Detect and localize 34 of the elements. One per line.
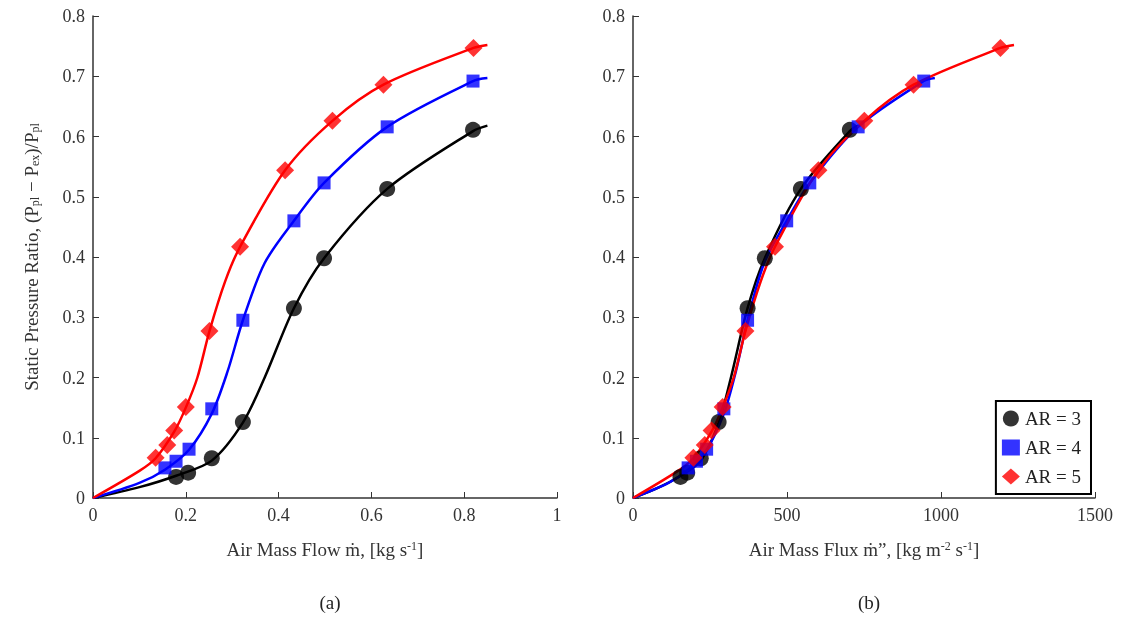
- y-tick-label: 0.1: [62, 427, 85, 448]
- x-tick-label: 0.4: [267, 505, 290, 525]
- legend-label: AR = 5: [1024, 466, 1081, 487]
- x-tick-label: 500: [773, 505, 801, 525]
- legend-label: AR = 3: [1024, 408, 1081, 429]
- y-tick-label: 0.7: [602, 66, 625, 87]
- y-tick-label: 0.2: [602, 367, 625, 388]
- y-tick-label: 0.6: [62, 126, 85, 147]
- text: (a): [319, 592, 341, 614]
- y-tick-label: 0.2: [62, 367, 85, 388]
- x-tick-label: 0.6: [360, 505, 383, 525]
- y-tick-label: 0.5: [602, 186, 625, 207]
- text: (b): [857, 592, 881, 614]
- y-tick-label: 0: [616, 488, 625, 508]
- x-tick-label: 0.2: [174, 505, 198, 525]
- y-tick-label: 0.4: [62, 247, 85, 267]
- y-tick-label: 0.1: [602, 427, 625, 448]
- y-tick-label: 0.4: [602, 247, 625, 267]
- y-tick-label: 0.3: [62, 307, 85, 328]
- x-tick-label: 1000: [923, 505, 959, 525]
- x-tick-label: 0: [88, 505, 98, 525]
- y-tick-label: 0.5: [62, 186, 85, 207]
- x-tick-label: 1500: [1077, 505, 1113, 525]
- y-axis-title: Static Pressure Ratio, (Ppl − Pex)/Ppl: [21, 122, 43, 391]
- y-tick-label: 0.7: [62, 66, 85, 87]
- x-tick-label: 0: [628, 505, 638, 525]
- y-tick-label: 0.8: [602, 6, 625, 26]
- y-tick-label: 0.3: [602, 307, 625, 328]
- y-tick-label: 0: [76, 488, 85, 508]
- x-tick-label: 1: [552, 505, 562, 525]
- legend-label: AR = 4: [1024, 437, 1082, 458]
- y-tick-label: 0.8: [62, 6, 85, 26]
- y-tick-label: 0.6: [602, 126, 625, 147]
- x-tick-label: 0.8: [452, 505, 476, 525]
